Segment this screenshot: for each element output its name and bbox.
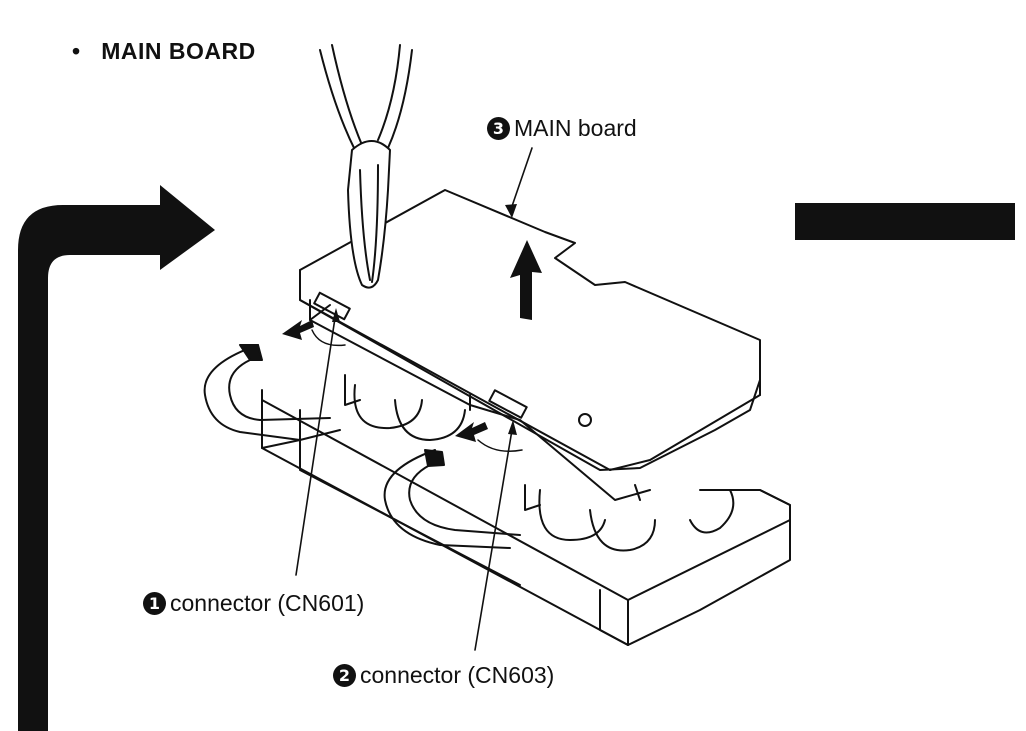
connector-cn601 bbox=[313, 291, 351, 321]
connector-cn603 bbox=[488, 389, 528, 419]
flat-cable-right bbox=[383, 449, 521, 549]
sub-board bbox=[309, 299, 651, 501]
main-board bbox=[299, 189, 761, 471]
continuation-bar bbox=[795, 203, 1015, 240]
pull-out-arrow-icon bbox=[282, 320, 488, 442]
callout-number-badge: 2 bbox=[333, 664, 356, 687]
motion-hint bbox=[311, 329, 523, 452]
label-connector-cn601: 1 connector (CN601) bbox=[143, 590, 364, 617]
section-title: • MAIN BOARD bbox=[72, 38, 256, 65]
label-connector-cn601-text: connector (CN601) bbox=[170, 590, 365, 616]
lift-up-arrow-icon bbox=[510, 240, 542, 320]
flat-cable-left bbox=[203, 344, 341, 441]
flow-arrow-icon bbox=[18, 185, 215, 731]
bullet: • bbox=[72, 38, 81, 64]
callout-number-badge: 3 bbox=[487, 117, 510, 140]
leader-lines bbox=[295, 147, 533, 651]
label-main-board: 3 MAIN board bbox=[487, 115, 637, 142]
pliers-icon bbox=[319, 44, 413, 289]
label-main-board-text: MAIN board bbox=[514, 115, 637, 141]
chassis-frame bbox=[261, 374, 791, 646]
section-title-text: MAIN BOARD bbox=[101, 38, 256, 64]
callout-number-badge: 1 bbox=[143, 592, 166, 615]
label-connector-cn603: 2 connector (CN603) bbox=[333, 662, 554, 689]
label-connector-cn603-text: connector (CN603) bbox=[360, 662, 555, 688]
